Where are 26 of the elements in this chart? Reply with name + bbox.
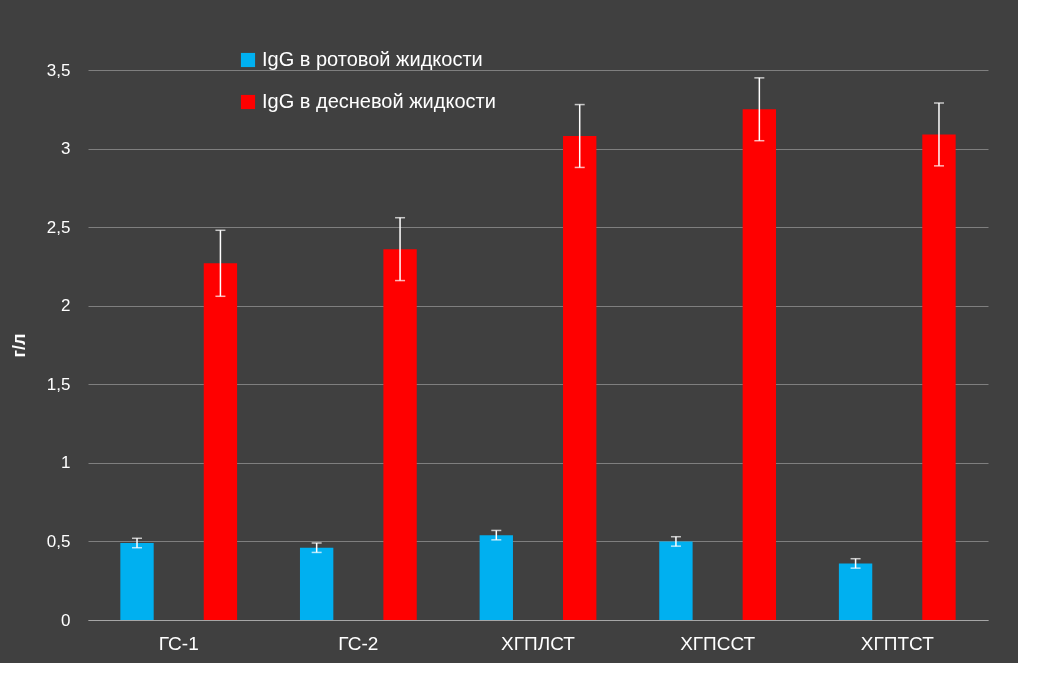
bar <box>203 263 238 620</box>
legend-label: IgG в десневой жидкости <box>262 90 496 112</box>
y-tick-label: 3 <box>61 139 71 159</box>
bar <box>659 541 693 620</box>
x-tick-label: ХГПТСТ <box>860 632 935 654</box>
x-tick-label: ХГПЛСТ <box>501 632 576 654</box>
bar <box>120 543 154 620</box>
bar <box>563 136 597 620</box>
bar <box>479 535 513 620</box>
y-tick-label: 0,5 <box>46 531 71 551</box>
y-tick-label: 3,5 <box>46 60 71 80</box>
legend-label: IgG в ротовой жидкости <box>262 48 483 70</box>
y-tick-label: 1,5 <box>46 374 71 394</box>
bar <box>922 134 956 620</box>
y-tick-label: 1 <box>61 453 71 473</box>
x-tick-label: ХГПССТ <box>680 632 756 654</box>
y-tick-label: 2,5 <box>46 217 71 237</box>
bar <box>383 249 417 620</box>
x-tick-label: ГС-1 <box>158 632 199 654</box>
y-tick-label: 2 <box>61 296 71 316</box>
bar <box>299 547 334 620</box>
y-tick-label: 0 <box>61 610 71 630</box>
x-tick-label: ГС-2 <box>338 632 379 654</box>
y-axis-title: г/л <box>8 333 29 358</box>
bar <box>742 109 777 620</box>
bar <box>838 563 873 620</box>
